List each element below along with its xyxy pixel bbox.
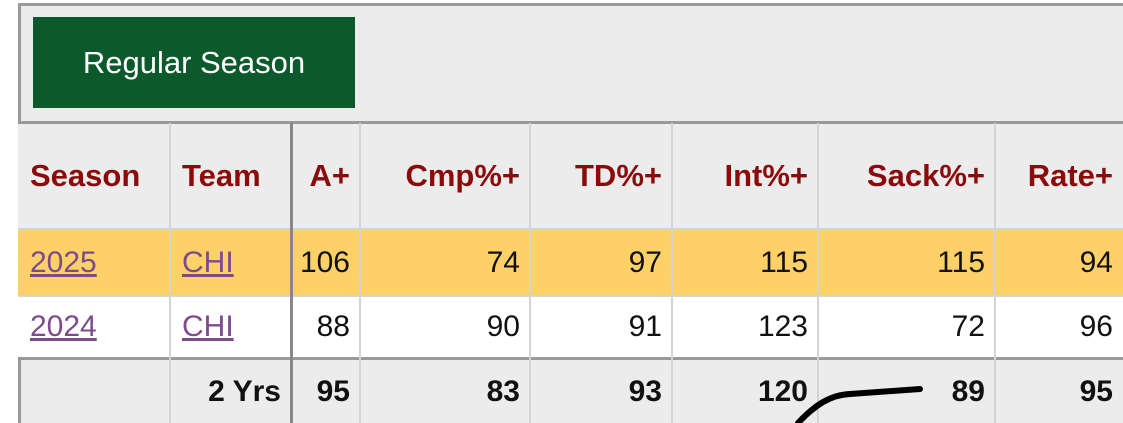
column-header[interactable]: Cmp%+ xyxy=(405,157,520,193)
column-header[interactable]: A+ xyxy=(309,157,351,193)
v-line xyxy=(290,123,293,423)
footer-value: 95 xyxy=(316,374,350,408)
team-link[interactable]: CHI xyxy=(182,310,234,343)
footer-label: 2 Yrs xyxy=(208,374,281,408)
column-header[interactable]: TD%+ xyxy=(575,157,662,193)
h-line xyxy=(18,121,1123,124)
stat-value: 96 xyxy=(1079,310,1113,343)
v-line xyxy=(169,123,171,423)
stat-value: 97 xyxy=(628,245,662,279)
column-header[interactable]: Rate+ xyxy=(1027,157,1113,193)
footer-value: 89 xyxy=(951,374,985,408)
v-line xyxy=(671,123,673,423)
header-row-bg xyxy=(18,123,1123,228)
stat-value: 88 xyxy=(316,310,350,343)
column-header[interactable]: Season xyxy=(30,157,141,193)
season-link[interactable]: 2025 xyxy=(30,245,97,279)
stat-value: 123 xyxy=(757,310,808,343)
stat-value: 72 xyxy=(951,310,985,343)
v-line xyxy=(529,123,531,423)
column-header[interactable]: Team xyxy=(182,157,261,193)
footer-value: 93 xyxy=(628,374,662,408)
stat-value: 90 xyxy=(486,310,520,343)
h-line xyxy=(18,295,1123,297)
footer-value: 120 xyxy=(757,374,808,408)
h-line xyxy=(18,357,1123,360)
stat-value: 115 xyxy=(937,245,985,279)
stat-value: 91 xyxy=(628,310,662,343)
footer-value: 95 xyxy=(1079,374,1113,408)
v-line xyxy=(817,123,819,423)
column-header[interactable]: Sack%+ xyxy=(866,157,985,193)
stat-value: 115 xyxy=(760,245,808,279)
stat-value: 106 xyxy=(299,245,350,279)
row-highlight xyxy=(18,229,1123,296)
season-link[interactable]: 2024 xyxy=(30,310,97,343)
team-link[interactable]: CHI xyxy=(182,245,234,279)
stat-value: 94 xyxy=(1079,245,1113,279)
h-line xyxy=(18,228,1123,230)
v-line xyxy=(359,123,361,423)
footer-value: 83 xyxy=(486,374,520,408)
column-header[interactable]: Int%+ xyxy=(724,157,808,193)
row-bg xyxy=(18,296,1123,358)
tab-button[interactable]: Regular Season xyxy=(33,17,355,108)
v-line xyxy=(994,123,996,423)
stat-value: 74 xyxy=(486,245,520,279)
